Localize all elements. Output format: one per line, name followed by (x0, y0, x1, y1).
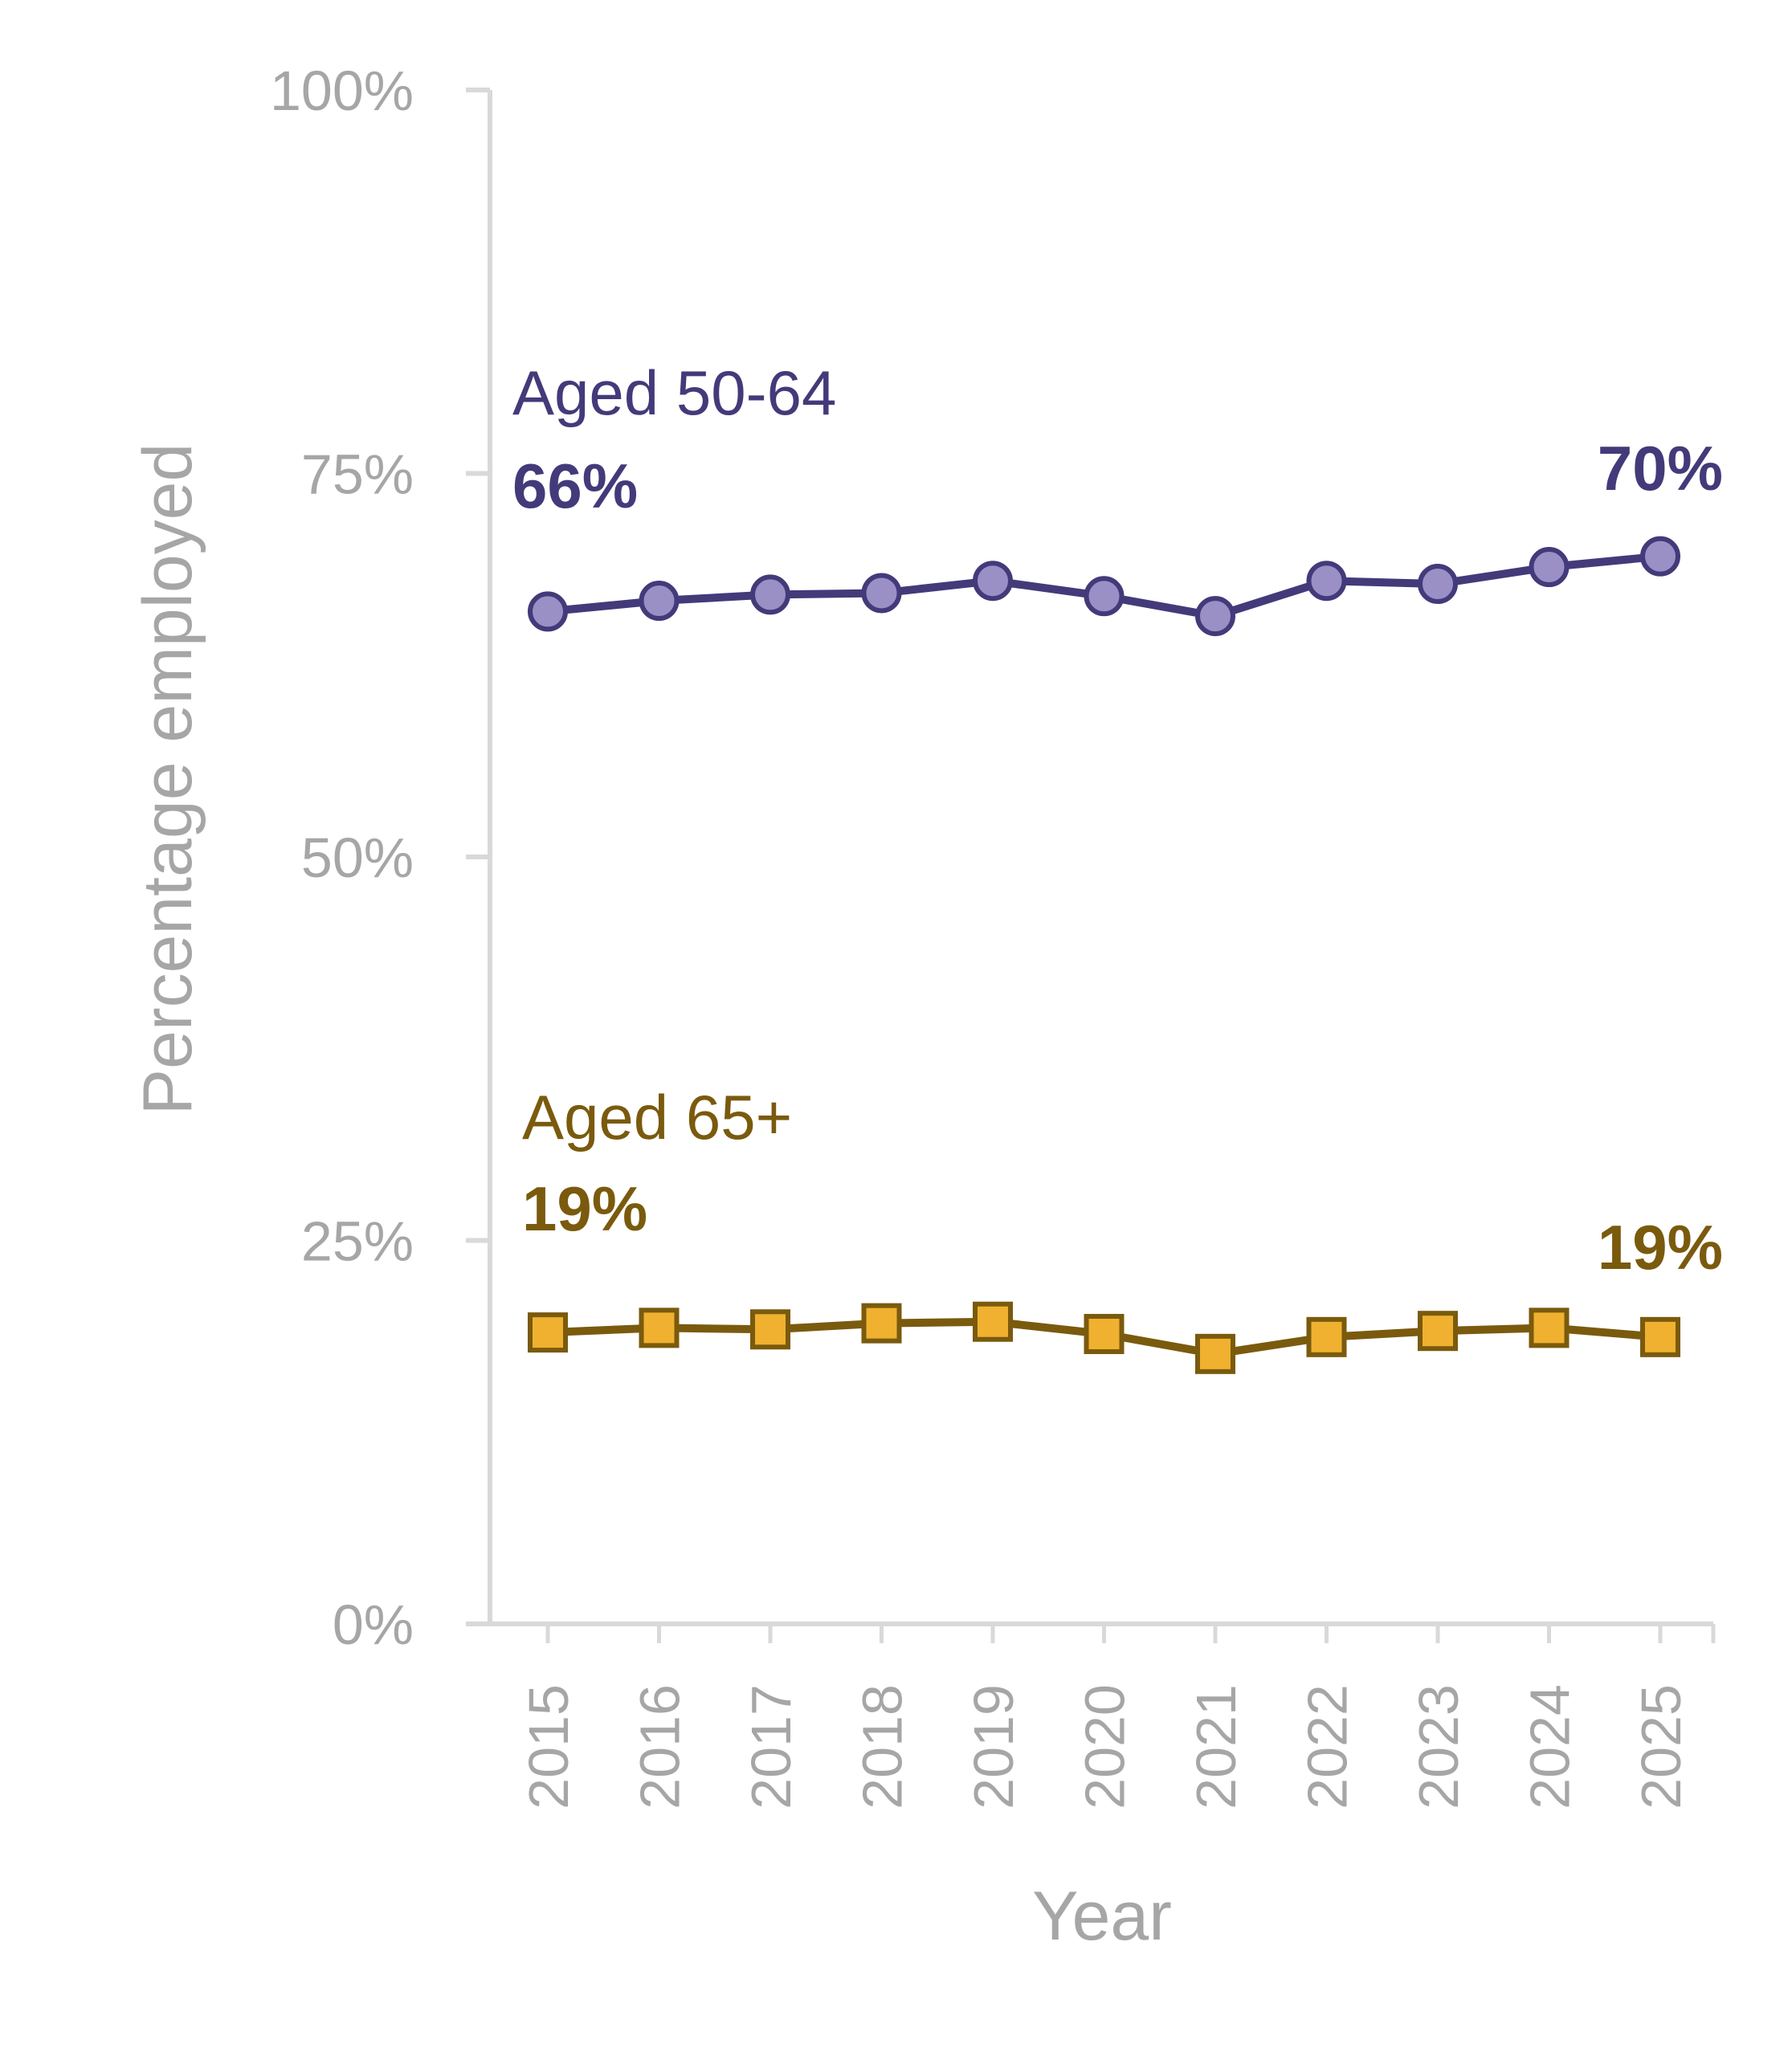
x-tick-label: 2023 (1407, 1684, 1470, 1809)
data-point-aged-50-64 (750, 574, 790, 615)
data-point-aged-50-64 (639, 581, 680, 622)
x-tick-label: 2025 (1630, 1684, 1692, 1809)
data-point-aged-65 (528, 1312, 568, 1353)
data-point-aged-65 (1306, 1316, 1347, 1357)
y-tick-label: 75% (301, 443, 414, 506)
x-tick-label: 2018 (851, 1684, 914, 1809)
end-value-label-50-64: 70% (1598, 433, 1723, 504)
data-point-aged-65 (1084, 1314, 1125, 1355)
x-axis-ticks: 2015 2016 2017 2018 2019 2020 2021 2022 2023 2024… (517, 1624, 1716, 1809)
x-tick-label: 2019 (962, 1684, 1025, 1809)
data-point-aged-65 (1640, 1316, 1680, 1357)
series-label-65-plus: Aged 65+ (522, 1082, 792, 1152)
x-tick-label: 2022 (1296, 1684, 1359, 1809)
data-point-aged-50-64 (528, 591, 568, 632)
data-point-aged-65 (1529, 1307, 1570, 1348)
data-point-aged-50-64 (1640, 536, 1680, 577)
data-point-aged-65 (639, 1307, 680, 1348)
y-tick-label: 0% (333, 1593, 414, 1656)
x-axis-title: Year (1032, 1878, 1172, 1955)
y-tick-label: 25% (301, 1210, 414, 1273)
y-axis-title: Percentage employed (129, 443, 206, 1116)
data-point-aged-50-64 (1418, 564, 1458, 605)
x-tick-label: 2024 (1519, 1684, 1582, 1809)
x-tick-label: 2020 (1074, 1684, 1137, 1809)
data-point-aged-65 (861, 1303, 902, 1344)
series-layer (528, 536, 1680, 1374)
x-tick-label: 2021 (1185, 1684, 1247, 1809)
data-point-aged-50-64 (1306, 561, 1347, 602)
data-point-aged-50-64 (861, 573, 902, 614)
data-point-aged-50-64 (1195, 596, 1235, 637)
data-point-aged-50-64 (1084, 576, 1125, 617)
end-value-label-65-plus: 19% (1598, 1212, 1723, 1283)
y-tick-label: 50% (301, 826, 414, 889)
data-point-aged-65 (973, 1301, 1013, 1342)
data-point-aged-50-64 (973, 561, 1013, 602)
series-label-50-64: Aged 50-64 (512, 357, 836, 428)
start-value-label-65-plus: 19% (522, 1173, 647, 1244)
y-axis-ticks: 0% 25% 50% 75% 100% (270, 59, 490, 1656)
y-tick-label: 100% (270, 59, 414, 122)
start-value-label-50-64: 66% (512, 451, 638, 521)
data-point-aged-65 (1418, 1311, 1458, 1352)
x-tick-label: 2016 (629, 1684, 692, 1809)
data-point-aged-65 (1195, 1333, 1235, 1374)
data-point-aged-50-64 (1529, 547, 1570, 588)
x-tick-label: 2015 (517, 1684, 580, 1809)
data-point-aged-65 (750, 1309, 790, 1350)
x-tick-label: 2017 (740, 1684, 802, 1809)
